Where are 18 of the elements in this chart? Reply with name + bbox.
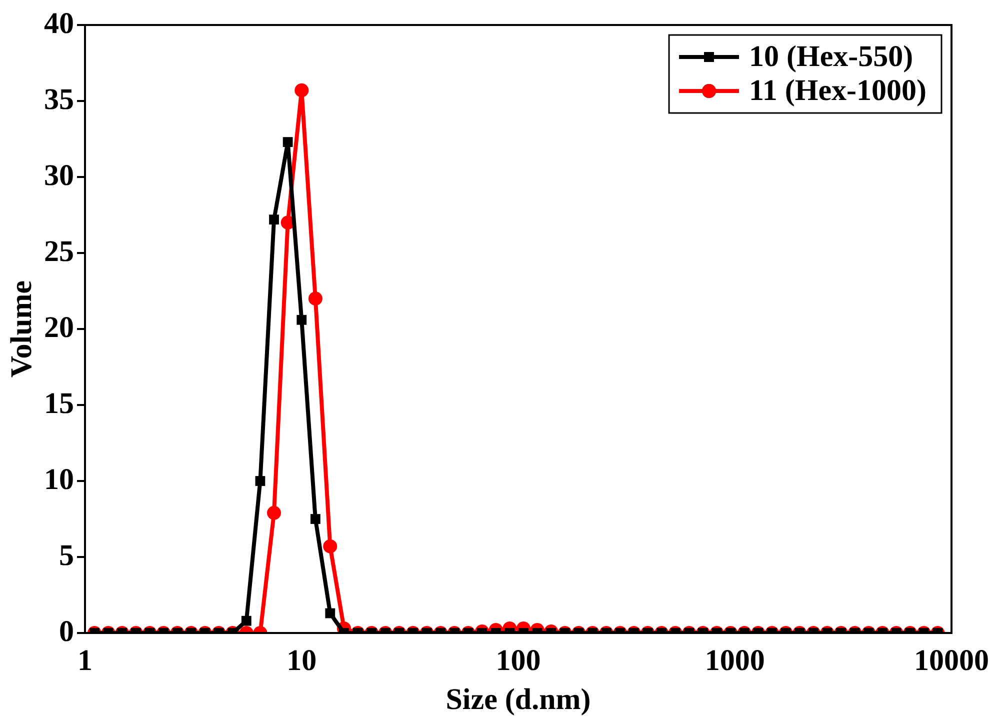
y-tick-label: 0 — [59, 614, 74, 648]
y-tick-label: 10 — [44, 462, 74, 496]
y-tick-label: 20 — [44, 310, 74, 344]
y-tick-label: 25 — [44, 234, 74, 268]
y-tick-label: 5 — [59, 538, 74, 572]
x-tick-label: 10000 — [914, 644, 989, 677]
y-tick-label: 35 — [44, 82, 74, 116]
legend-label: 11 (Hex-1000) — [749, 74, 927, 107]
legend-label: 10 (Hex-550) — [749, 40, 914, 73]
x-tick-label: 1 — [78, 644, 92, 677]
y-tick-label: 40 — [44, 6, 74, 40]
x-tick-label: 10 — [286, 644, 317, 677]
x-tick-label: 100 — [496, 644, 541, 677]
y-tick-label: 30 — [44, 158, 74, 192]
y-axis-title: Volume — [4, 280, 38, 378]
x-tick-label: 1000 — [704, 644, 765, 677]
x-axis-title: Size (d.nm) — [446, 682, 591, 716]
y-tick-label: 15 — [44, 386, 74, 420]
